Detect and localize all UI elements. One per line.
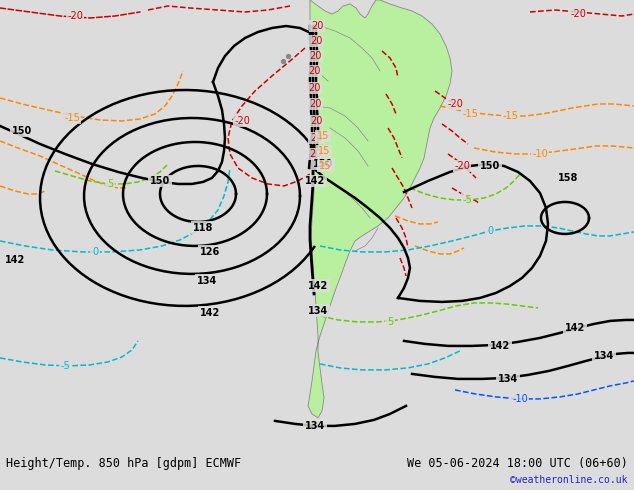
Text: 20: 20	[310, 116, 322, 126]
Text: 158: 158	[558, 173, 578, 183]
Text: 126: 126	[200, 247, 220, 257]
Text: 20: 20	[309, 99, 321, 109]
Text: -20: -20	[67, 11, 83, 21]
Text: -10: -10	[512, 394, 528, 404]
Text: 134: 134	[594, 351, 614, 361]
Text: 5: 5	[387, 317, 393, 327]
Text: 134: 134	[498, 374, 518, 384]
Text: -5: -5	[462, 195, 472, 205]
Text: -20: -20	[234, 116, 250, 126]
Text: 20: 20	[309, 51, 321, 61]
Text: -15: -15	[462, 109, 478, 119]
Text: 134: 134	[197, 276, 217, 286]
Text: 150: 150	[480, 161, 500, 171]
Text: -15: -15	[64, 113, 80, 123]
Text: 20: 20	[310, 36, 322, 46]
Text: 142: 142	[308, 281, 328, 291]
Text: 150: 150	[12, 126, 32, 136]
Text: 142: 142	[5, 255, 25, 265]
Text: 15: 15	[318, 146, 330, 156]
Text: 134: 134	[305, 421, 325, 431]
Text: 15: 15	[317, 131, 329, 141]
Text: 0: 0	[92, 247, 98, 257]
Text: 20: 20	[311, 21, 323, 31]
Text: -20: -20	[447, 99, 463, 109]
Text: -15: -15	[502, 111, 518, 121]
Text: 15: 15	[319, 161, 331, 171]
Text: -20: -20	[454, 161, 470, 171]
Text: 5: 5	[107, 179, 113, 189]
Polygon shape	[308, 0, 452, 418]
Text: Height/Temp. 850 hPa [gdpm] ECMWF: Height/Temp. 850 hPa [gdpm] ECMWF	[6, 457, 242, 469]
Point	[278, 57, 288, 65]
Point	[283, 52, 293, 60]
Text: 20: 20	[308, 66, 320, 76]
Text: 150: 150	[313, 159, 333, 169]
Text: 142: 142	[305, 176, 325, 186]
Text: -10: -10	[532, 149, 548, 159]
Text: 118: 118	[193, 223, 213, 233]
Text: We 05-06-2024 18:00 UTC (06+60): We 05-06-2024 18:00 UTC (06+60)	[407, 457, 628, 469]
Text: 20: 20	[309, 149, 321, 159]
Text: 134: 134	[308, 306, 328, 316]
Text: -20: -20	[570, 9, 586, 19]
Text: 142: 142	[200, 308, 220, 318]
Text: ©weatheronline.co.uk: ©weatheronline.co.uk	[510, 475, 628, 485]
Text: 20: 20	[310, 133, 322, 143]
Text: -5: -5	[60, 361, 70, 371]
Text: 150: 150	[150, 176, 170, 186]
Text: 0: 0	[487, 226, 493, 236]
Text: 142: 142	[565, 323, 585, 333]
Text: 20: 20	[308, 83, 320, 93]
Text: 142: 142	[490, 341, 510, 351]
